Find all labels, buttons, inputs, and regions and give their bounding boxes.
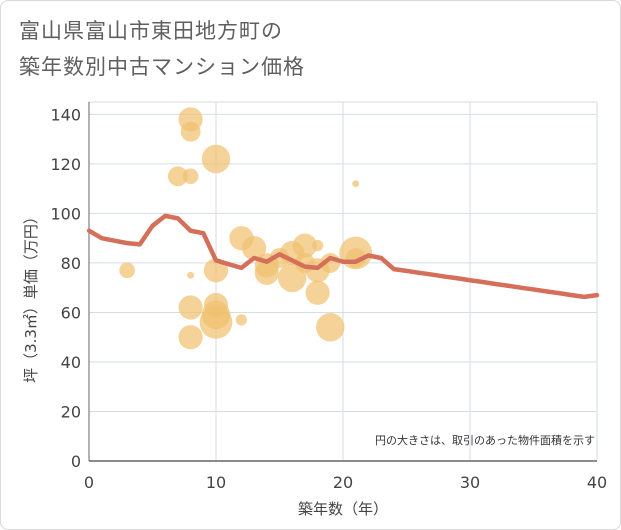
scatter-bubble-1 bbox=[167, 166, 188, 187]
y-tick-label: 140 bbox=[50, 105, 81, 124]
scatter-bubble-25 bbox=[305, 280, 330, 305]
title-line-1: 富山県富山市東田地方町の bbox=[19, 19, 283, 43]
scatter-bubble-12 bbox=[199, 305, 233, 339]
x-tick-label: 10 bbox=[206, 473, 226, 492]
scatter-bubble-27 bbox=[316, 313, 345, 342]
x-tick-label: 40 bbox=[587, 473, 607, 492]
y-tick-label: 0 bbox=[71, 452, 81, 471]
y-tick-label: 120 bbox=[50, 155, 81, 174]
grid-layer bbox=[88, 101, 598, 462]
scatter-bubble-5 bbox=[187, 271, 195, 279]
x-tick-label: 0 bbox=[84, 473, 94, 492]
scatter-bubble-4 bbox=[182, 168, 199, 185]
scatter-bubble-3 bbox=[180, 121, 201, 142]
axis-layer: 0 20 40 60 80 100 120 140 0 10 20 30 40 bbox=[50, 102, 607, 492]
x-tick-label: 20 bbox=[333, 473, 353, 492]
x-axis-label: 築年数（年） bbox=[298, 500, 388, 518]
line-layer bbox=[86, 213, 600, 300]
series-line-0 bbox=[86, 213, 600, 300]
scatter-bubble-14 bbox=[235, 314, 248, 326]
scatter-bubble-7 bbox=[178, 325, 203, 350]
scatter-bubble-28 bbox=[352, 180, 360, 188]
y-tick-label: 60 bbox=[61, 303, 81, 322]
scatter-bubble-17 bbox=[254, 260, 279, 285]
y-tick-label: 80 bbox=[61, 254, 81, 273]
scatter-bubble-15 bbox=[242, 235, 267, 261]
bubble-size-note: 円の大きさは、取引のあった物件面積を示す bbox=[375, 433, 595, 447]
scatter-bubble-0 bbox=[119, 262, 135, 279]
y-tick-label: 40 bbox=[61, 353, 81, 372]
title-line-2: 築年数別中古マンション価格 bbox=[19, 55, 305, 79]
y-tick-label: 20 bbox=[61, 402, 81, 421]
y-axis-label: 坪（3.3㎡）単価（万円） bbox=[22, 209, 40, 383]
chart-title: 富山県富山市東田地方町の 築年数別中古マンション価格 bbox=[19, 13, 305, 85]
scatter-bubble-6 bbox=[178, 295, 203, 320]
y-tick-label: 100 bbox=[50, 204, 81, 223]
scatter-bubble-23 bbox=[311, 239, 324, 252]
x-tick-label: 30 bbox=[460, 473, 480, 492]
scatter-bubble-8 bbox=[201, 144, 231, 174]
scatter-bubble-21 bbox=[292, 233, 317, 258]
